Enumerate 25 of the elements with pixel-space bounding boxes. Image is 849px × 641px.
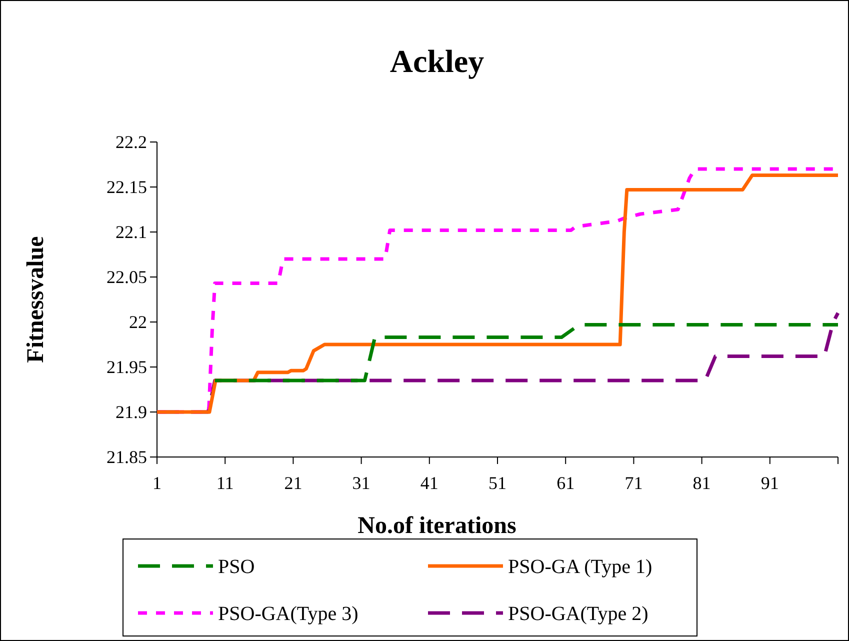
x-tick-label: 31 [352,473,370,493]
x-tick-label: 91 [760,473,779,493]
legend-label: PSO-GA (Type 1) [508,556,652,578]
x-tick-label: 61 [556,473,575,493]
y-tick-label: 21.85 [106,447,147,467]
y-axis-title: Fitnessvalue [23,236,49,363]
y-tick-label: 22.2 [116,132,147,152]
x-tick-label: 81 [692,473,711,493]
legend-label: PSO [218,556,255,578]
chart-title: Ackley [390,43,484,79]
x-tick-label: 51 [488,473,506,493]
y-tick-label: 21.95 [106,357,147,377]
y-tick-label: 22.05 [106,267,147,287]
x-tick-label: 1 [152,473,162,493]
x-tick-label: 21 [284,473,302,493]
x-tick-label: 71 [624,473,643,493]
y-tick-label: 22.1 [116,222,147,242]
x-tick-label: 41 [420,473,438,493]
y-tick-label: 21.9 [116,402,147,422]
y-tick-label: 22.15 [106,177,147,197]
legend-label: PSO-GA(Type 2) [508,603,648,625]
x-axis-title: No.of iterations [358,513,516,539]
y-tick-label: 22 [129,312,147,332]
legend-label: PSO-GA(Type 3) [218,603,358,625]
x-tick-label: 11 [216,473,234,493]
